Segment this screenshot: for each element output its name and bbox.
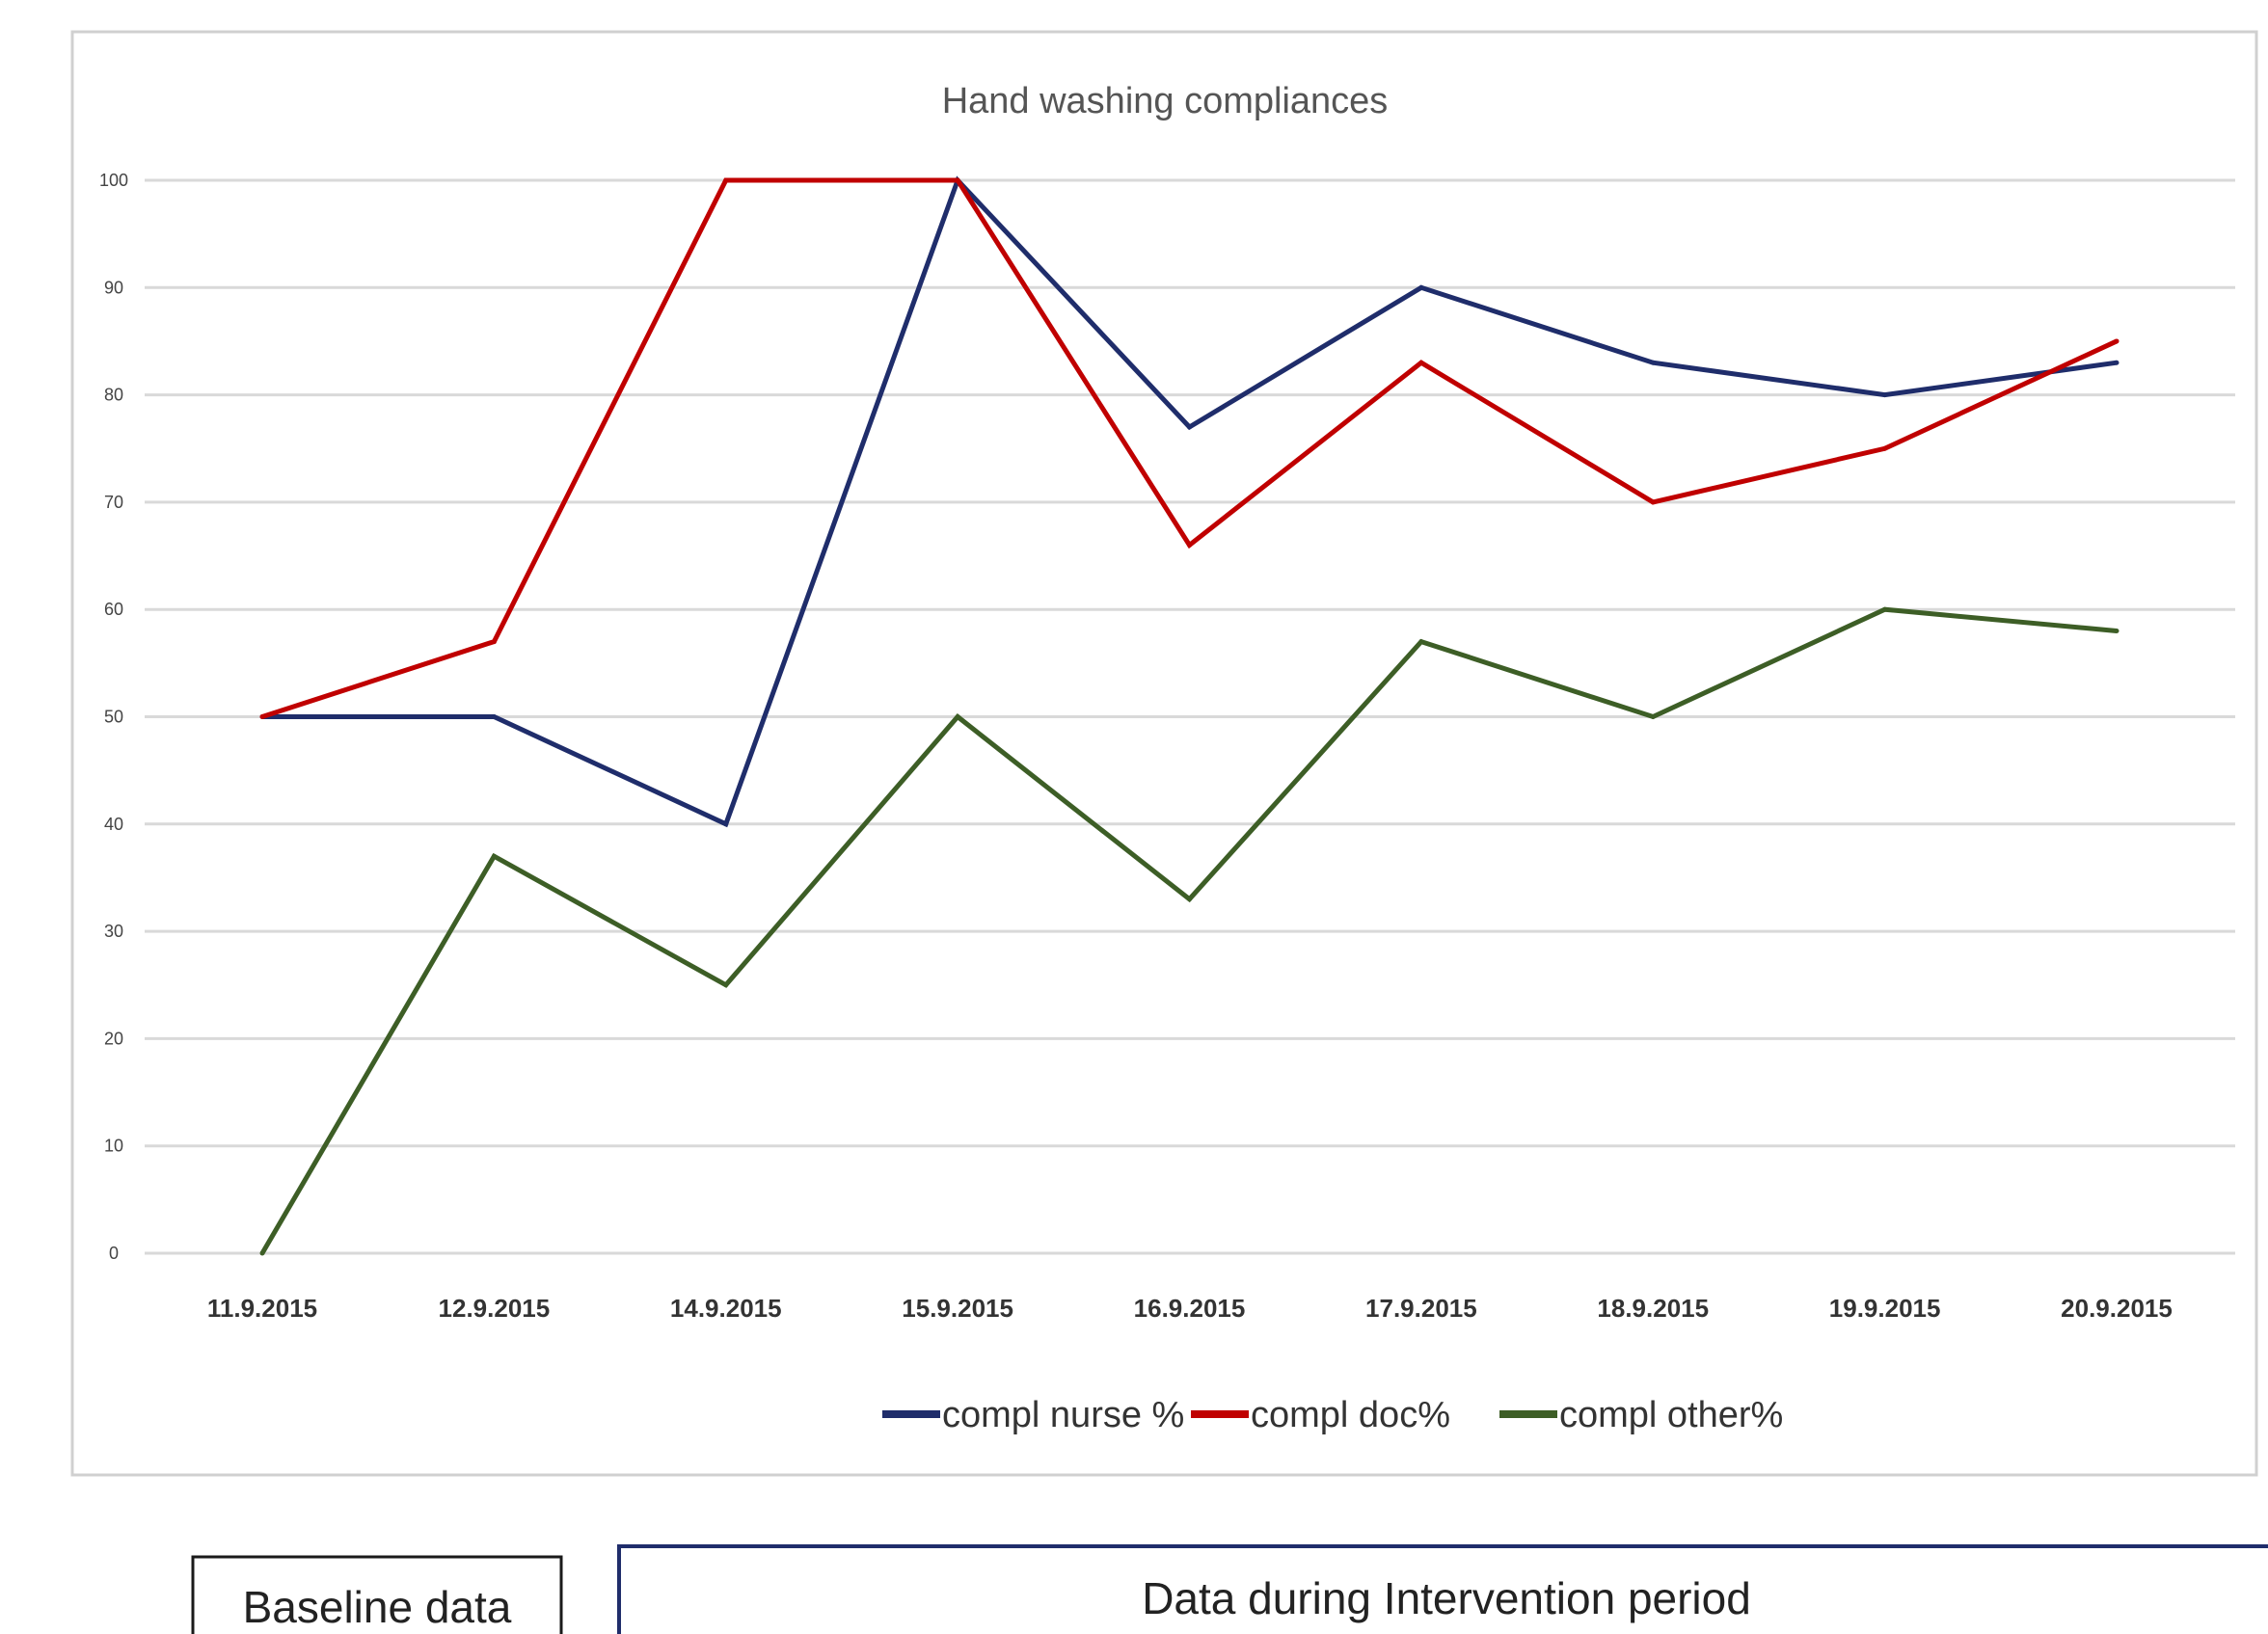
x-axis-ticks: 11.9.2015 12.9.2015 14.9.2015 15.9.2015 16.9…	[207, 1294, 2173, 1323]
y-tick-label: 10	[104, 1137, 123, 1156]
y-tick-label: 0	[109, 1244, 119, 1263]
data-point	[1418, 284, 1424, 290]
x-tick-label: 18.9.2015	[1597, 1294, 1709, 1323]
intervention-label: Data during Intervention period	[1142, 1573, 1751, 1623]
y-tick-label: 30	[104, 922, 123, 941]
x-tick-label: 16.9.2015	[1134, 1294, 1246, 1323]
legend-label: compl doc%	[1251, 1395, 1450, 1435]
data-point	[955, 714, 960, 719]
y-tick-label: 80	[104, 386, 123, 405]
x-tick-label: 20.9.2015	[2061, 1294, 2173, 1323]
data-point	[723, 982, 729, 988]
data-point	[1882, 445, 1888, 451]
series-lines	[259, 175, 2120, 1256]
data-point	[1187, 897, 1192, 902]
x-tick-label: 11.9.2015	[207, 1294, 317, 1323]
data-point	[2114, 628, 2120, 633]
data-point	[491, 639, 497, 645]
data-point	[1418, 360, 1424, 365]
chart-border	[70, 30, 2258, 1477]
y-tick-label: 20	[104, 1029, 123, 1048]
baseline-box	[191, 1555, 563, 1634]
data-point	[259, 714, 265, 719]
y-tick-label: 40	[104, 815, 123, 834]
legend-label: compl other%	[1559, 1395, 1783, 1435]
data-point	[1882, 606, 1888, 612]
data-point	[259, 1250, 265, 1256]
data-point	[1882, 392, 1888, 398]
data-point	[955, 177, 960, 183]
x-tick-label: 15.9.2015	[902, 1294, 1013, 1323]
data-point	[1650, 714, 1656, 719]
chart-title: Hand washing compliances	[942, 81, 1389, 121]
legend: compl nurse % compl doc% compl other%	[882, 1395, 1783, 1435]
x-tick-label: 14.9.2015	[670, 1294, 782, 1323]
data-point	[491, 714, 497, 719]
data-point	[723, 821, 729, 827]
baseline-label: Baseline data	[243, 1582, 512, 1632]
data-point	[723, 177, 729, 183]
x-tick-label: 17.9.2015	[1365, 1294, 1477, 1323]
data-point	[491, 853, 497, 859]
data-point	[1187, 542, 1192, 548]
y-tick-label: 70	[104, 493, 123, 512]
intervention-box	[617, 1544, 2268, 1634]
data-point	[2114, 338, 2120, 344]
data-point	[1650, 360, 1656, 365]
x-tick-label: 19.9.2015	[1829, 1294, 1941, 1323]
y-tick-label: 100	[99, 171, 128, 190]
y-tick-label: 90	[104, 278, 123, 297]
y-tick-label: 50	[104, 708, 123, 727]
x-tick-label: 12.9.2015	[439, 1294, 551, 1323]
data-point	[1418, 639, 1424, 645]
data-point	[2114, 360, 2120, 365]
y-tick-label: 60	[104, 600, 123, 619]
data-point	[1187, 424, 1192, 430]
y-axis-ticks: 0 10 20 30 40 50 60 70 80 90 100	[99, 171, 128, 1263]
data-point	[1650, 499, 1656, 505]
legend-label: compl nurse %	[942, 1395, 1184, 1435]
